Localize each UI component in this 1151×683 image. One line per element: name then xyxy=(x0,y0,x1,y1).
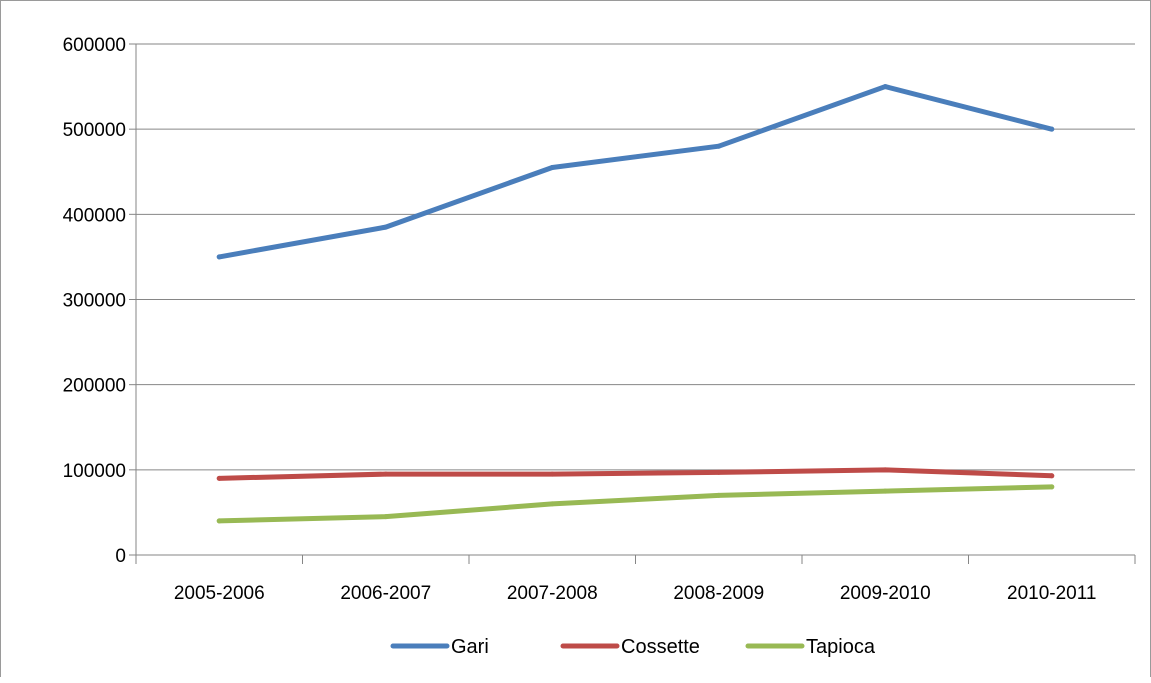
data-point-cossette xyxy=(549,471,555,477)
data-point-cossette xyxy=(716,469,722,475)
data-point-tapioca xyxy=(216,518,222,524)
data-point-tapioca xyxy=(1049,484,1055,490)
data-point-gari xyxy=(1049,126,1055,132)
legend-item-gari: Gari xyxy=(390,636,489,658)
x-tick-label: 2007-2008 xyxy=(507,583,598,604)
legend-item-tapioca: Tapioca xyxy=(745,636,876,658)
legend-label: Gari xyxy=(451,636,489,658)
series-lines xyxy=(216,84,1055,524)
legend-label: Tapioca xyxy=(806,636,876,658)
data-point-gari xyxy=(882,84,888,90)
data-point-cossette xyxy=(882,467,888,473)
x-tick-label: 2009-2010 xyxy=(840,583,931,604)
x-tick-label: 2005-2006 xyxy=(174,583,265,604)
gridlines xyxy=(136,43,1135,471)
y-axis-ticks: 0 100000 200000 300000 400000 500000 600000 xyxy=(63,35,136,567)
data-point-tapioca xyxy=(716,492,722,498)
data-point-gari xyxy=(716,143,722,149)
y-tick-label: 600000 xyxy=(63,35,126,56)
y-tick-label: 500000 xyxy=(63,120,126,141)
data-point-gari xyxy=(383,224,389,230)
data-point-cossette xyxy=(216,475,222,481)
y-tick-label: 0 xyxy=(115,546,126,567)
y-tick-label: 400000 xyxy=(63,205,126,226)
data-point-gari xyxy=(549,164,555,170)
x-tick-label: 2010-2011 xyxy=(1007,583,1096,604)
data-point-tapioca xyxy=(882,488,888,494)
y-tick-label: 100000 xyxy=(63,461,126,482)
x-tick-label: 2008-2009 xyxy=(673,583,764,604)
data-point-gari xyxy=(216,254,222,260)
x-tick-label: 2006-2007 xyxy=(340,583,431,604)
series-line-gari xyxy=(216,84,1055,260)
data-point-tapioca xyxy=(383,514,389,520)
data-point-cossette xyxy=(1049,473,1055,479)
x-axis-ticks: 2005-2006 2006-2007 2007-2008 2008-2009 2009… xyxy=(135,555,1136,604)
legend-label: Cossette xyxy=(621,636,700,658)
legend: Gari Cossette Tapioca xyxy=(390,636,876,658)
y-tick-label: 200000 xyxy=(63,376,126,397)
data-point-cossette xyxy=(383,471,389,477)
legend-item-cossette: Cossette xyxy=(560,636,700,658)
data-point-tapioca xyxy=(549,501,555,507)
series-line-tapioca xyxy=(216,484,1055,524)
series-line-cossette xyxy=(216,467,1055,481)
y-tick-label: 300000 xyxy=(63,291,126,312)
